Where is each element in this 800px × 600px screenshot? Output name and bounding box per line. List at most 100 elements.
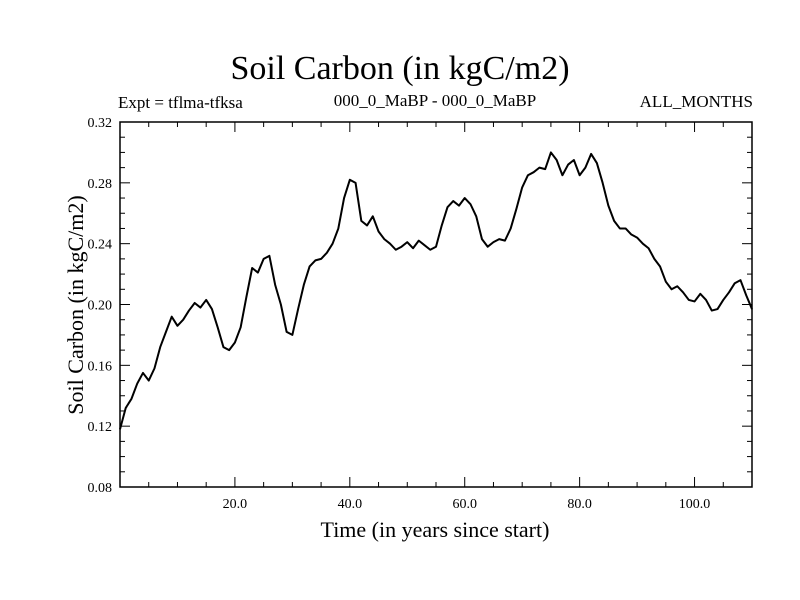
data-point — [728, 291, 730, 293]
data-point — [504, 240, 506, 242]
data-point — [314, 259, 316, 261]
data-point — [222, 346, 225, 348]
data-point — [257, 271, 259, 274]
data-point — [435, 246, 437, 248]
data-point — [579, 174, 581, 176]
data-point — [561, 174, 564, 176]
data-point — [745, 294, 747, 296]
x-tick-label: 60.0 — [452, 497, 477, 512]
data-point — [389, 243, 391, 245]
y-tick-label: 0.12 — [88, 420, 113, 435]
data-point — [395, 249, 397, 251]
months-label: ALL_MONTHS — [639, 92, 753, 111]
data-point — [446, 206, 449, 208]
data-point — [171, 316, 173, 318]
data-point — [228, 349, 230, 351]
data-point — [550, 151, 552, 154]
experiment-label: Expt = tflma-tfksa — [118, 93, 243, 112]
data-point — [199, 306, 202, 309]
data-point — [642, 243, 644, 245]
data-point — [538, 167, 541, 169]
data-point — [636, 236, 638, 239]
y-tick-label: 0.28 — [88, 177, 113, 192]
data-point — [527, 174, 529, 176]
data-point — [406, 241, 408, 243]
data-point — [556, 159, 558, 161]
data-point — [607, 205, 609, 207]
data-point — [418, 240, 420, 242]
data-point — [148, 379, 150, 382]
data-point — [159, 346, 161, 348]
x-tick-label: 100.0 — [679, 497, 711, 512]
data-point — [676, 285, 678, 287]
data-point — [647, 247, 650, 249]
data-point — [515, 208, 518, 210]
data-point — [602, 182, 604, 184]
data-point — [584, 167, 586, 169]
data-point — [320, 258, 322, 260]
data-point — [441, 224, 443, 227]
data-point — [469, 203, 472, 205]
data-point — [188, 309, 190, 312]
data-point — [354, 182, 357, 184]
data-point — [544, 168, 546, 170]
data-point — [734, 282, 736, 284]
series-layer — [119, 151, 753, 430]
data-point — [613, 220, 615, 222]
data-point — [326, 252, 328, 254]
data-point — [619, 227, 621, 230]
data-point — [711, 309, 713, 312]
data-point — [521, 186, 523, 188]
data-point — [722, 299, 724, 301]
data-point — [630, 233, 632, 236]
data-point — [245, 296, 247, 298]
data-point — [182, 319, 184, 321]
data-point — [176, 325, 179, 327]
y-tick-label: 0.16 — [88, 359, 113, 374]
data-point — [217, 326, 219, 328]
data-point — [688, 299, 690, 301]
data-point — [360, 220, 362, 222]
x-axis-label: Time (in years since start) — [320, 517, 550, 542]
data-point — [263, 258, 265, 260]
data-point — [303, 284, 305, 286]
data-point — [567, 163, 569, 166]
data-point — [481, 238, 483, 240]
data-point — [286, 331, 288, 333]
soil-carbon-series-line — [119, 151, 753, 430]
y-tick-label: 0.20 — [88, 299, 113, 314]
data-point — [194, 302, 196, 304]
data-point — [423, 244, 426, 246]
data-point — [240, 326, 242, 328]
data-point — [693, 300, 696, 303]
data-point — [533, 171, 535, 173]
data-point — [268, 255, 270, 257]
data-point — [211, 308, 213, 310]
data-point — [251, 267, 253, 269]
data-point — [274, 284, 276, 286]
data-point — [372, 215, 374, 217]
data-point — [452, 200, 454, 202]
data-point — [165, 331, 167, 333]
data-point — [297, 308, 299, 310]
data-point — [366, 224, 368, 227]
data-point — [487, 246, 489, 248]
plot-frame — [119, 121, 753, 488]
data-point — [653, 258, 655, 260]
data-point — [343, 197, 345, 199]
data-point — [205, 299, 207, 301]
chart-title: Soil Carbon (in kgC/m2) — [230, 50, 570, 87]
y-tick-label: 0.32 — [88, 116, 113, 131]
data-point — [458, 205, 460, 207]
data-point — [716, 308, 719, 310]
y-tick-label: 0.24 — [88, 238, 113, 253]
data-point — [125, 407, 127, 409]
data-point — [659, 265, 661, 268]
data-point — [670, 288, 673, 290]
data-point — [573, 159, 575, 161]
data-point — [412, 247, 414, 249]
data-point — [705, 299, 707, 301]
data-point — [142, 372, 144, 374]
data-point — [136, 382, 138, 385]
